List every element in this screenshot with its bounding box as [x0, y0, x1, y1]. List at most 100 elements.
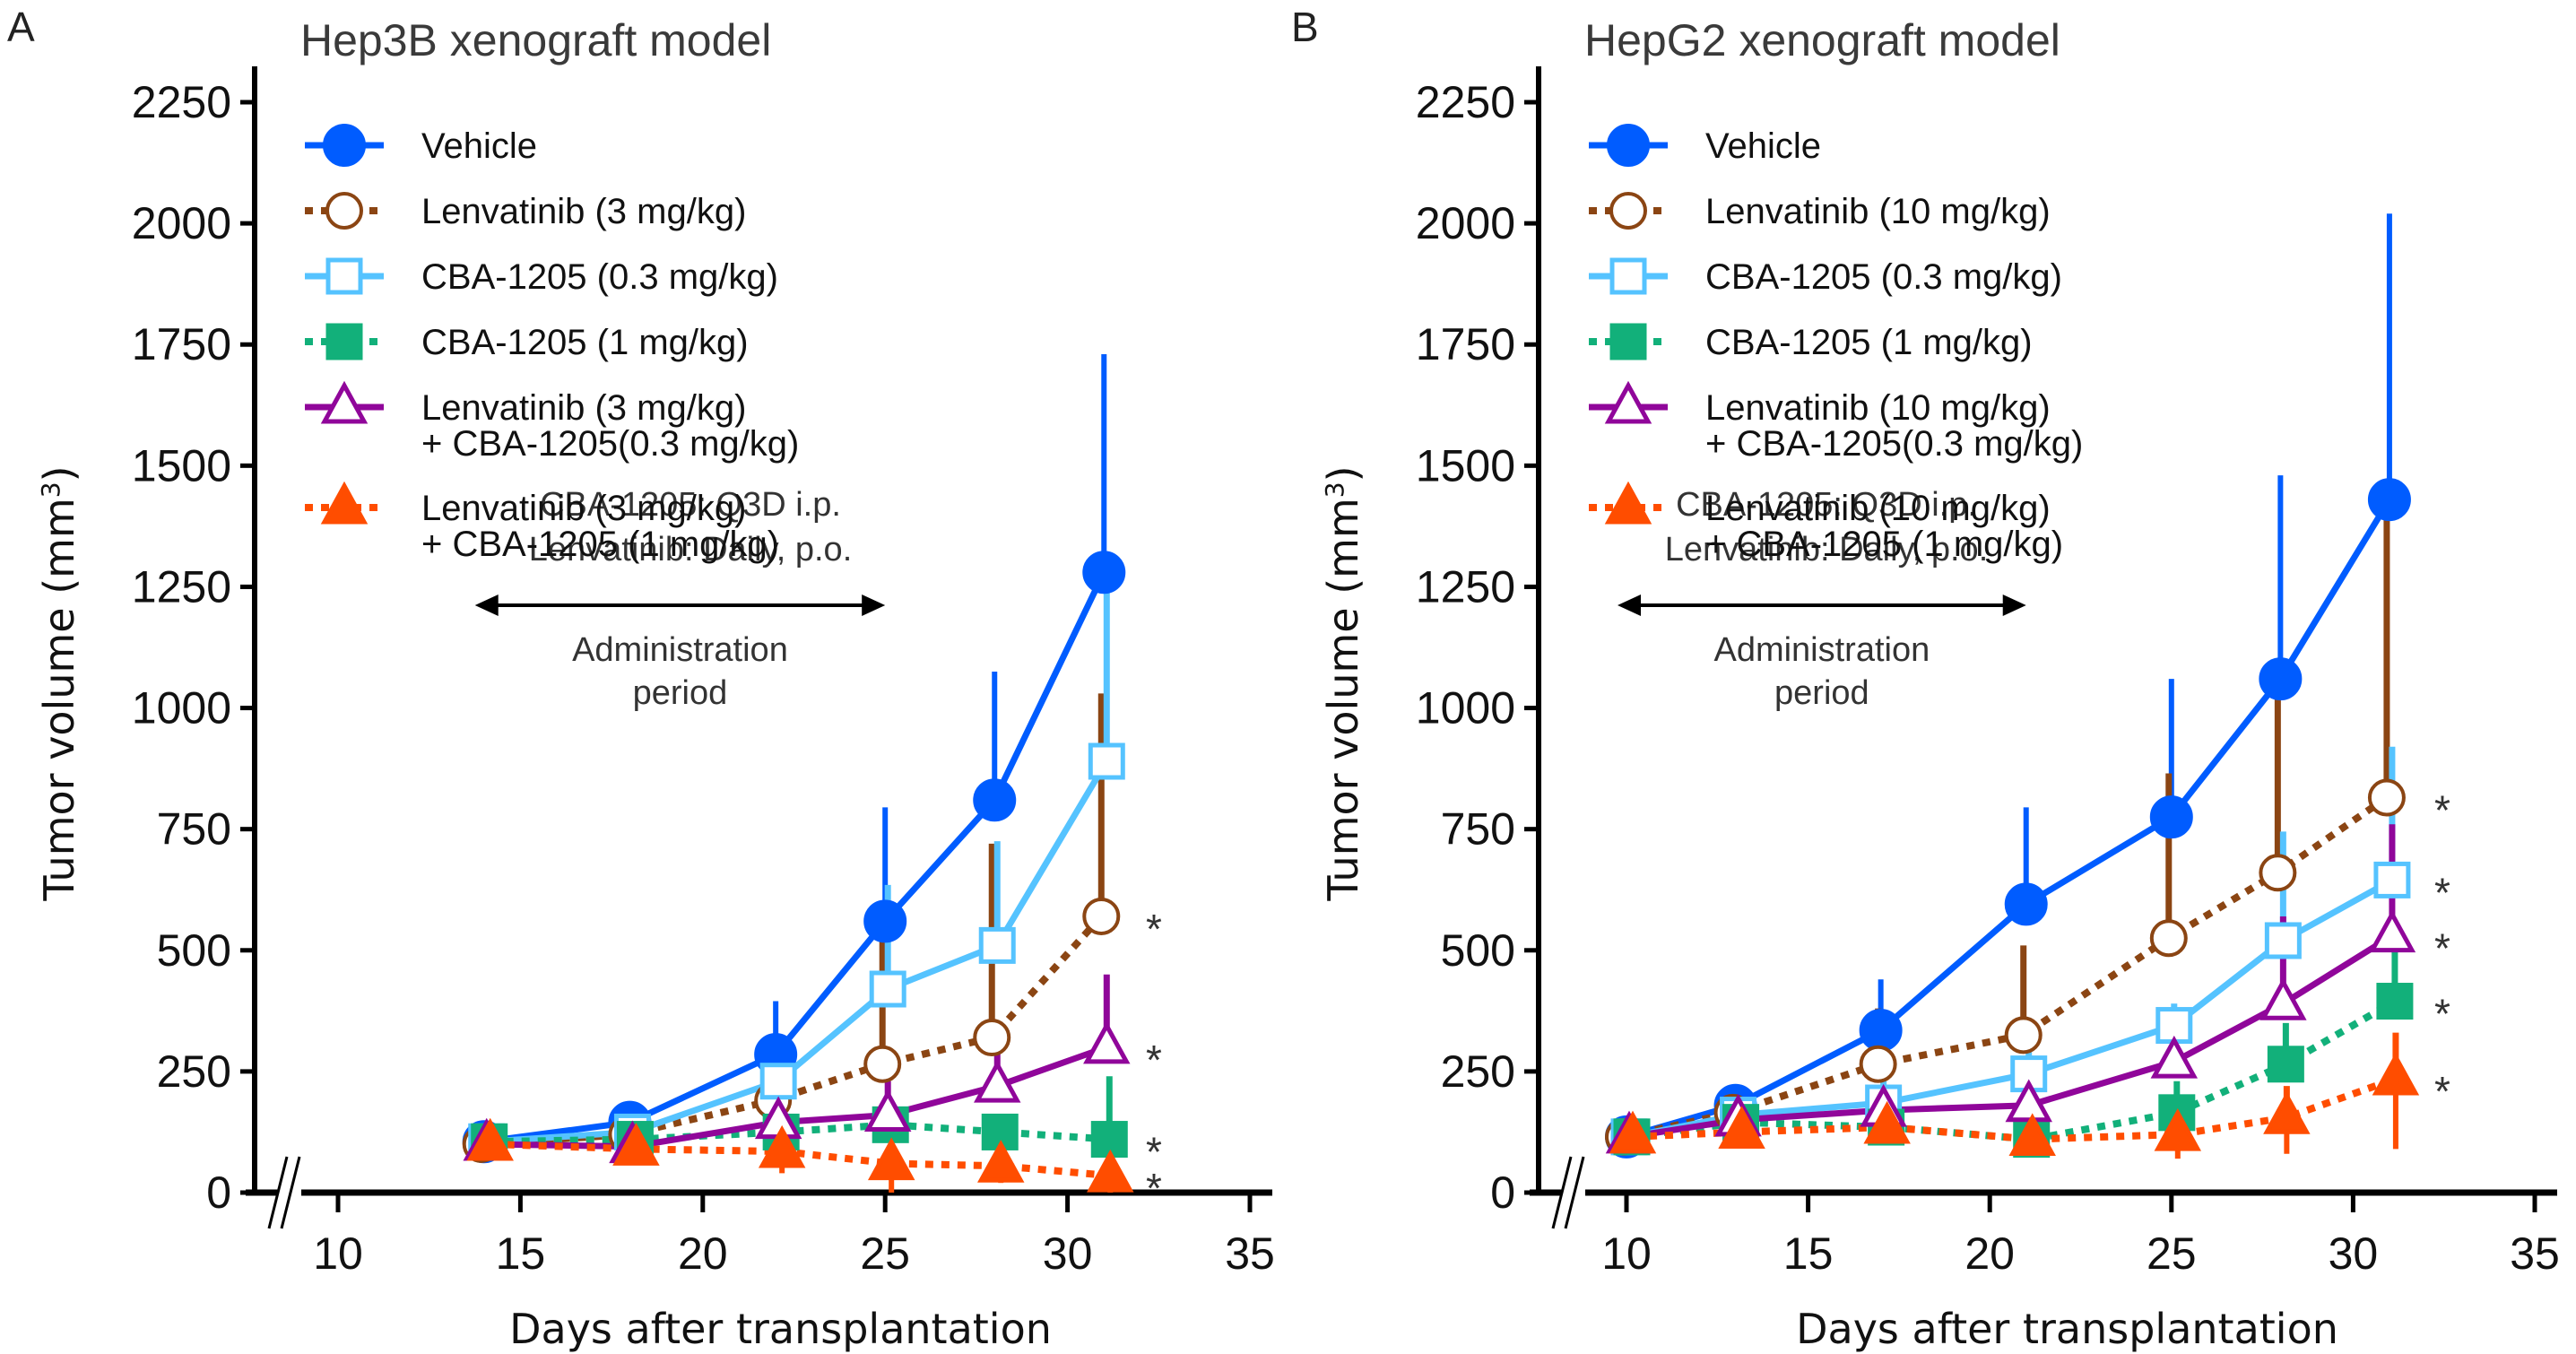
x-tick-label: 15 — [496, 1228, 546, 1279]
legend-marker — [1604, 481, 1652, 525]
legend-label: Lenvatinib (10 mg/kg) — [1705, 192, 2051, 231]
panel-label: A — [7, 4, 35, 50]
data-point — [1082, 897, 1121, 935]
x-tick-label: 25 — [2147, 1228, 2197, 1279]
x-tick-label: 35 — [2510, 1228, 2560, 1279]
series-line-5 — [490, 1140, 1111, 1180]
data-point — [2158, 1094, 2196, 1132]
y-tick-label: 250 — [1441, 1046, 1515, 1097]
x-tick-label: 15 — [1783, 1228, 1834, 1279]
legend-label: CBA-1205 (1 mg/kg) — [421, 323, 749, 362]
y-tick-label: 1250 — [1416, 561, 1515, 612]
legend-item: Lenvatinib (3 mg/kg)+ CBA-1205(0.3 mg/kg… — [305, 380, 799, 464]
legend-item: Lenvatinib (10 mg/kg) — [1589, 192, 2051, 231]
y-axis-title: Tumor volume (mm3) — [1319, 465, 1367, 901]
data-point — [2149, 919, 2188, 958]
axis-break-mark — [1564, 1156, 1585, 1229]
data-point — [867, 1137, 915, 1181]
legend-item: CBA-1205 (1 mg/kg) — [1589, 323, 2033, 362]
legend-marker — [325, 192, 363, 230]
y-tick-label: 1750 — [132, 319, 231, 369]
x-tick-label: 10 — [1601, 1228, 1652, 1279]
series-line-0 — [483, 570, 1107, 1145]
y-tick-label: 1500 — [132, 440, 231, 490]
administration-period-label: Administration — [1713, 631, 1930, 669]
panel-title: Hep3B xenograft model — [300, 15, 771, 65]
y-tick-label: 1750 — [1416, 319, 1515, 369]
legend-item: Lenvatinib (10 mg/kg)+ CBA-1205 (1 mg/kg… — [1589, 481, 2063, 564]
panel-b: B HepG2 xenograft model 0 250 500 750 1000 1250… — [1291, 4, 2560, 1353]
data-point — [2150, 1035, 2199, 1079]
legend-item: Vehicle — [1589, 124, 1821, 167]
data-point — [973, 1019, 1011, 1057]
x-tick-label: 20 — [678, 1228, 728, 1279]
y-tick-label: 750 — [157, 804, 231, 855]
y-tick-label: 1000 — [1416, 683, 1515, 733]
y-tick-label: 2250 — [132, 77, 231, 127]
legend-item: CBA-1205 (0.3 mg/kg) — [305, 257, 778, 297]
error-bars-0 — [481, 354, 1107, 1142]
data-point — [863, 899, 907, 943]
legend-marker — [325, 257, 363, 295]
legend-label: + CBA-1205(0.3 mg/kg) — [421, 424, 799, 464]
legend-item: Lenvatinib (3 mg/kg)+ CBA-1205 (1 mg/kg) — [305, 481, 779, 564]
arrow-head-left — [1618, 595, 1641, 616]
x-tick-label: 30 — [1043, 1228, 1093, 1279]
data-point — [1718, 1106, 1765, 1149]
x-tick-label: 20 — [1965, 1228, 2015, 1279]
axis-break-mark — [267, 1156, 289, 1229]
data-point — [2267, 1046, 2304, 1083]
data-point — [2367, 778, 2406, 817]
data-point — [2004, 1016, 2043, 1055]
y-tick-label: 500 — [157, 925, 231, 976]
legend-item: CBA-1205 (1 mg/kg) — [305, 323, 749, 362]
data-point — [1609, 1110, 1657, 1154]
data-point — [977, 1140, 1025, 1183]
data-point — [978, 926, 1016, 964]
legend-item: Lenvatinib (10 mg/kg)+ CBA-1205(0.3 mg/k… — [1589, 380, 2083, 464]
legend-label: Lenvatinib (3 mg/kg) — [421, 489, 746, 528]
data-point — [1088, 742, 1125, 780]
data-point — [759, 1063, 797, 1100]
legend-marker — [320, 481, 369, 525]
legend-marker — [320, 380, 369, 424]
y-tick-label: 1250 — [132, 561, 231, 612]
legend-label: CBA-1205 (0.3 mg/kg) — [421, 257, 778, 297]
y-tick-label: 0 — [1490, 1167, 1515, 1218]
y-tick-label: 2250 — [1416, 77, 1515, 127]
significance-star: * — [1146, 1129, 1162, 1176]
y-tick-label: 1500 — [1416, 440, 1515, 490]
data-point — [863, 1045, 902, 1083]
series-line-3 — [489, 1121, 1110, 1146]
data-point — [2368, 909, 2416, 953]
data-point — [2376, 983, 2414, 1020]
legend-marker — [1609, 257, 1647, 295]
significance-star: * — [1146, 1037, 1162, 1083]
administration-period-label: period — [1774, 674, 1869, 712]
legend-label: CBA-1205 (0.3 mg/kg) — [1705, 257, 2062, 297]
data-point — [1863, 1100, 1911, 1144]
data-point — [1082, 551, 1126, 595]
legend-marker — [1609, 323, 1647, 360]
legend-label: + CBA-1205 (1 mg/kg) — [421, 525, 779, 564]
legend-label: Lenvatinib (10 mg/kg) — [1705, 489, 2051, 528]
significance-star: * — [1146, 906, 1162, 952]
data-point — [2008, 1113, 2056, 1157]
legend-marker — [1604, 380, 1652, 424]
data-point — [2259, 657, 2303, 701]
data-point — [863, 1089, 912, 1133]
axis-break-mark — [1551, 1156, 1573, 1229]
data-point — [466, 1117, 514, 1161]
significance-star: * — [2434, 925, 2450, 972]
data-point — [758, 1124, 806, 1168]
administration-period-label: Administration — [572, 631, 788, 669]
data-point — [2149, 795, 2193, 839]
legend-label: + CBA-1205 (1 mg/kg) — [1705, 525, 2063, 564]
data-point — [2154, 1107, 2202, 1151]
data-point — [2367, 478, 2411, 522]
legend-label: Lenvatinib (10 mg/kg) — [1705, 388, 2051, 428]
arrow-head-left — [474, 595, 499, 616]
y-tick-label: 2000 — [1416, 198, 1515, 248]
y-tick-label: 2000 — [132, 198, 231, 248]
